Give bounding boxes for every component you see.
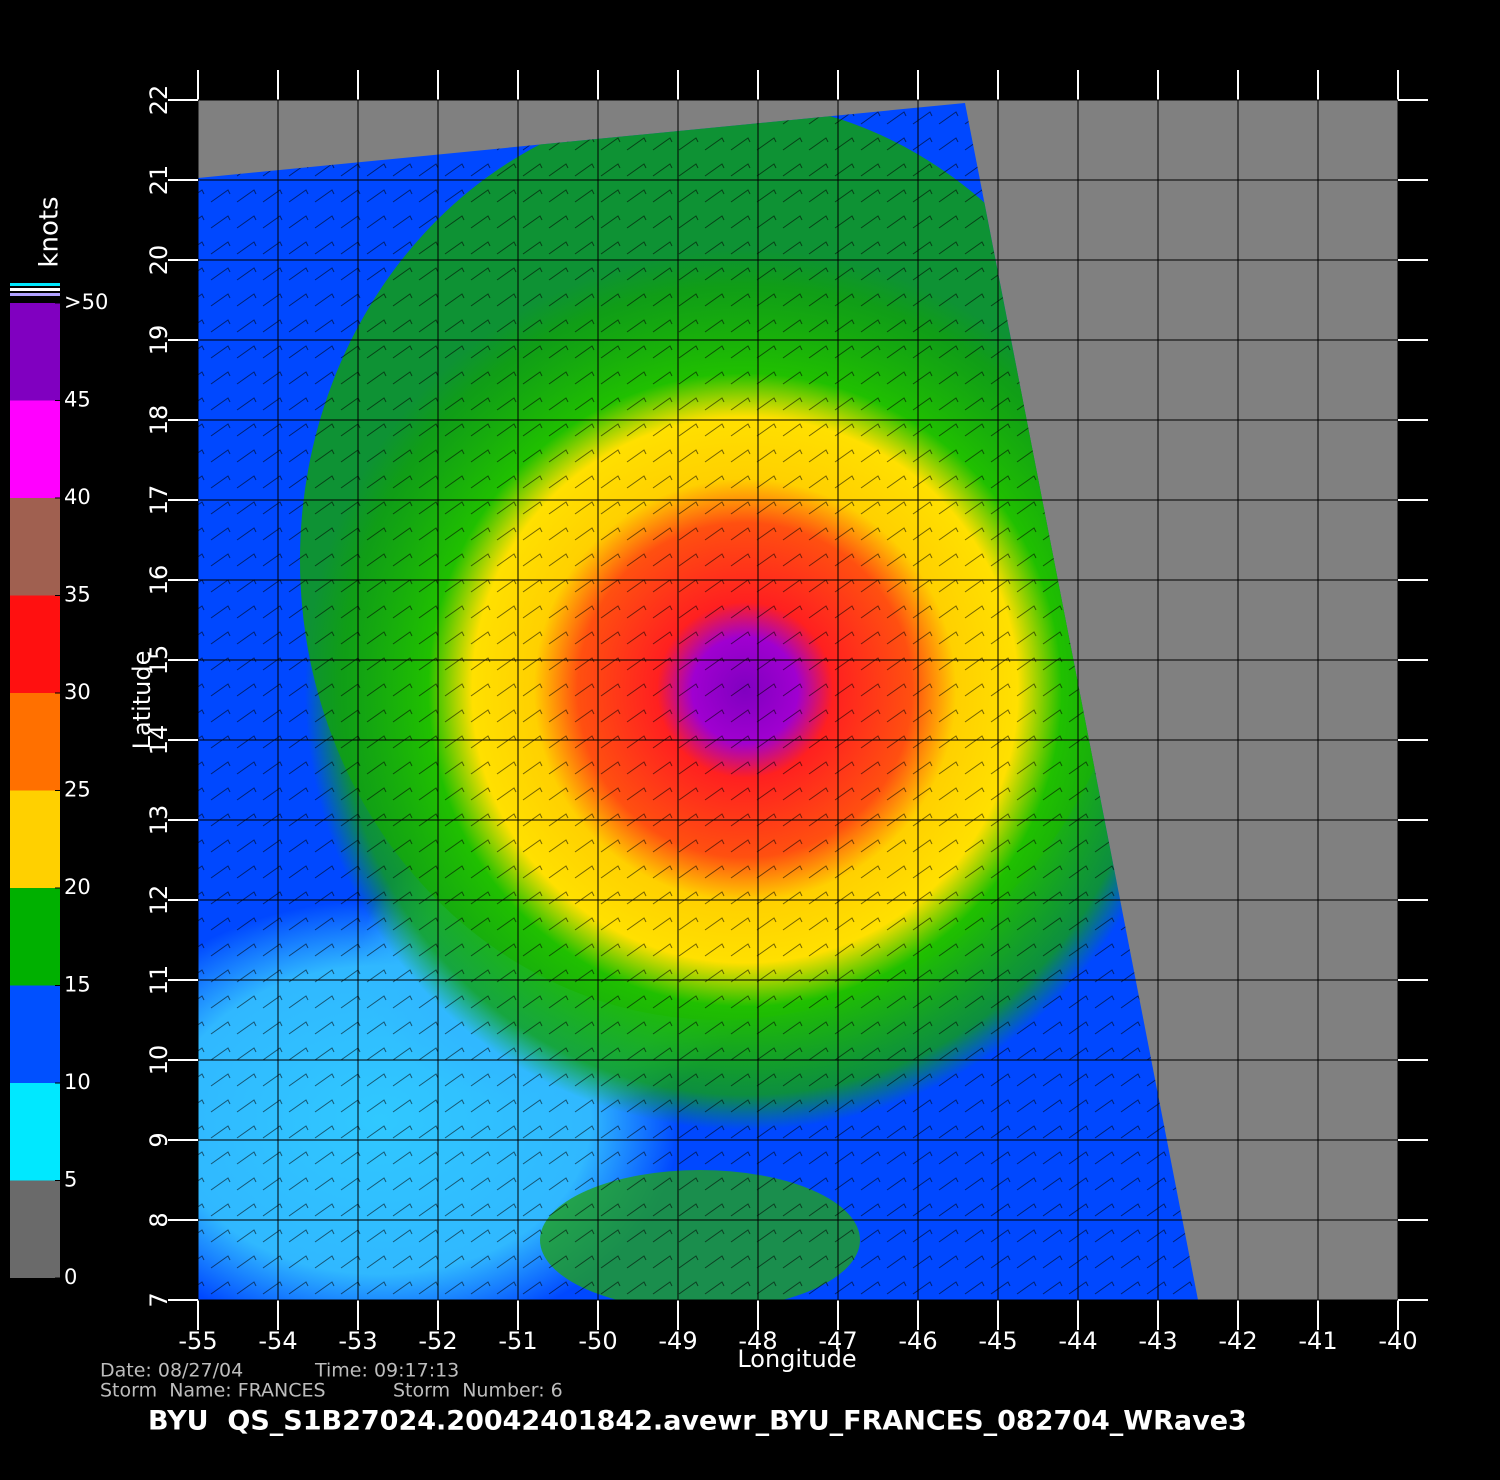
colorbar-band <box>10 888 60 986</box>
colorbar-band <box>10 790 60 888</box>
grid: -55 -54 -53 -52 -51 -50 -49 -48 -47 -46 -45 -44 -43 -… <box>145 70 1428 1355</box>
x-axis-label: Longitude <box>737 1345 856 1373</box>
x-tick-label: -45 <box>978 1327 1017 1355</box>
colorbar-band <box>10 1083 60 1181</box>
colorbar: 0 5 10 15 20 25 30 35 40 >50 45 <box>10 283 108 1289</box>
colorbar-tick-label: >50 <box>64 290 108 314</box>
colorbar-tick-label: 40 <box>64 485 91 509</box>
y-tick-label: 16 <box>145 565 173 596</box>
x-tick-label: -55 <box>178 1327 217 1355</box>
title: BYU QS_S1B27024.20042401842.avewr_BYU_FR… <box>148 1406 1247 1437</box>
y-tick-label: 22 <box>145 85 173 116</box>
colorbar-label: knots <box>35 196 65 267</box>
y-tick-label: 21 <box>145 165 173 196</box>
x-tick-label: -42 <box>1218 1327 1257 1355</box>
colorbar-band <box>10 693 60 791</box>
x-tick-label: -53 <box>338 1327 377 1355</box>
colorbar-tick-label: 10 <box>64 1070 91 1094</box>
colorbar-tick-label: 45 <box>64 388 91 412</box>
colorbar-tick-label: 0 <box>64 1265 77 1289</box>
x-tick-label: -54 <box>258 1327 297 1355</box>
colorbar-tick-label: 30 <box>64 680 91 704</box>
colorbar-band <box>10 400 60 498</box>
colorbar-tick-label: 25 <box>64 778 91 802</box>
x-tick-label: -48 <box>738 1327 777 1355</box>
y-tick-label: 10 <box>145 1045 173 1076</box>
y-tick-label: 18 <box>145 405 173 436</box>
colorbar-band <box>10 595 60 693</box>
x-tick-label: -43 <box>1138 1327 1177 1355</box>
colorbar-band <box>10 1180 60 1278</box>
x-tick-label: -46 <box>898 1327 937 1355</box>
colorbar-tick-label: 5 <box>64 1168 77 1192</box>
x-tick-label: -52 <box>418 1327 457 1355</box>
time: Time: 09:17:13 <box>314 1360 459 1382</box>
colorbar-tick-label: 20 <box>64 875 91 899</box>
colorbar-band <box>10 303 60 401</box>
y-tick-label: 13 <box>145 805 173 836</box>
y-tick-label: 12 <box>145 885 173 916</box>
x-tick-label: -40 <box>1378 1327 1417 1355</box>
y-tick-label: 11 <box>145 965 173 996</box>
colorbar-tick-label: 35 <box>64 583 91 607</box>
y-tick-label: 9 <box>145 1132 173 1147</box>
date: Date: 08/27/04 <box>100 1360 243 1382</box>
y-tick-label: 8 <box>145 1212 173 1227</box>
storm-number: Storm Number: 6 <box>393 1380 563 1402</box>
y-tick-label: 20 <box>145 245 173 276</box>
y-tick-label: 14 <box>145 725 173 756</box>
colorbar-band <box>10 985 60 1083</box>
y-tick-label: 7 <box>145 1292 173 1307</box>
colorbar-band <box>10 498 60 596</box>
y-tick-label: 19 <box>145 325 173 356</box>
x-tick-label: -41 <box>1298 1327 1337 1355</box>
colorbar-tick-label: 15 <box>64 973 91 997</box>
x-tick-label: -51 <box>498 1327 537 1355</box>
x-tick-label: -44 <box>1058 1327 1097 1355</box>
y-tick-label: 17 <box>145 485 173 516</box>
x-tick-label: -47 <box>818 1327 857 1355</box>
x-tick-label: -50 <box>578 1327 617 1355</box>
y-tick-label: 15 <box>145 645 173 676</box>
y-axis-label: Latitude <box>128 651 156 750</box>
storm-name: Storm Name: FRANCES <box>100 1380 326 1402</box>
x-tick-label: -49 <box>658 1327 697 1355</box>
